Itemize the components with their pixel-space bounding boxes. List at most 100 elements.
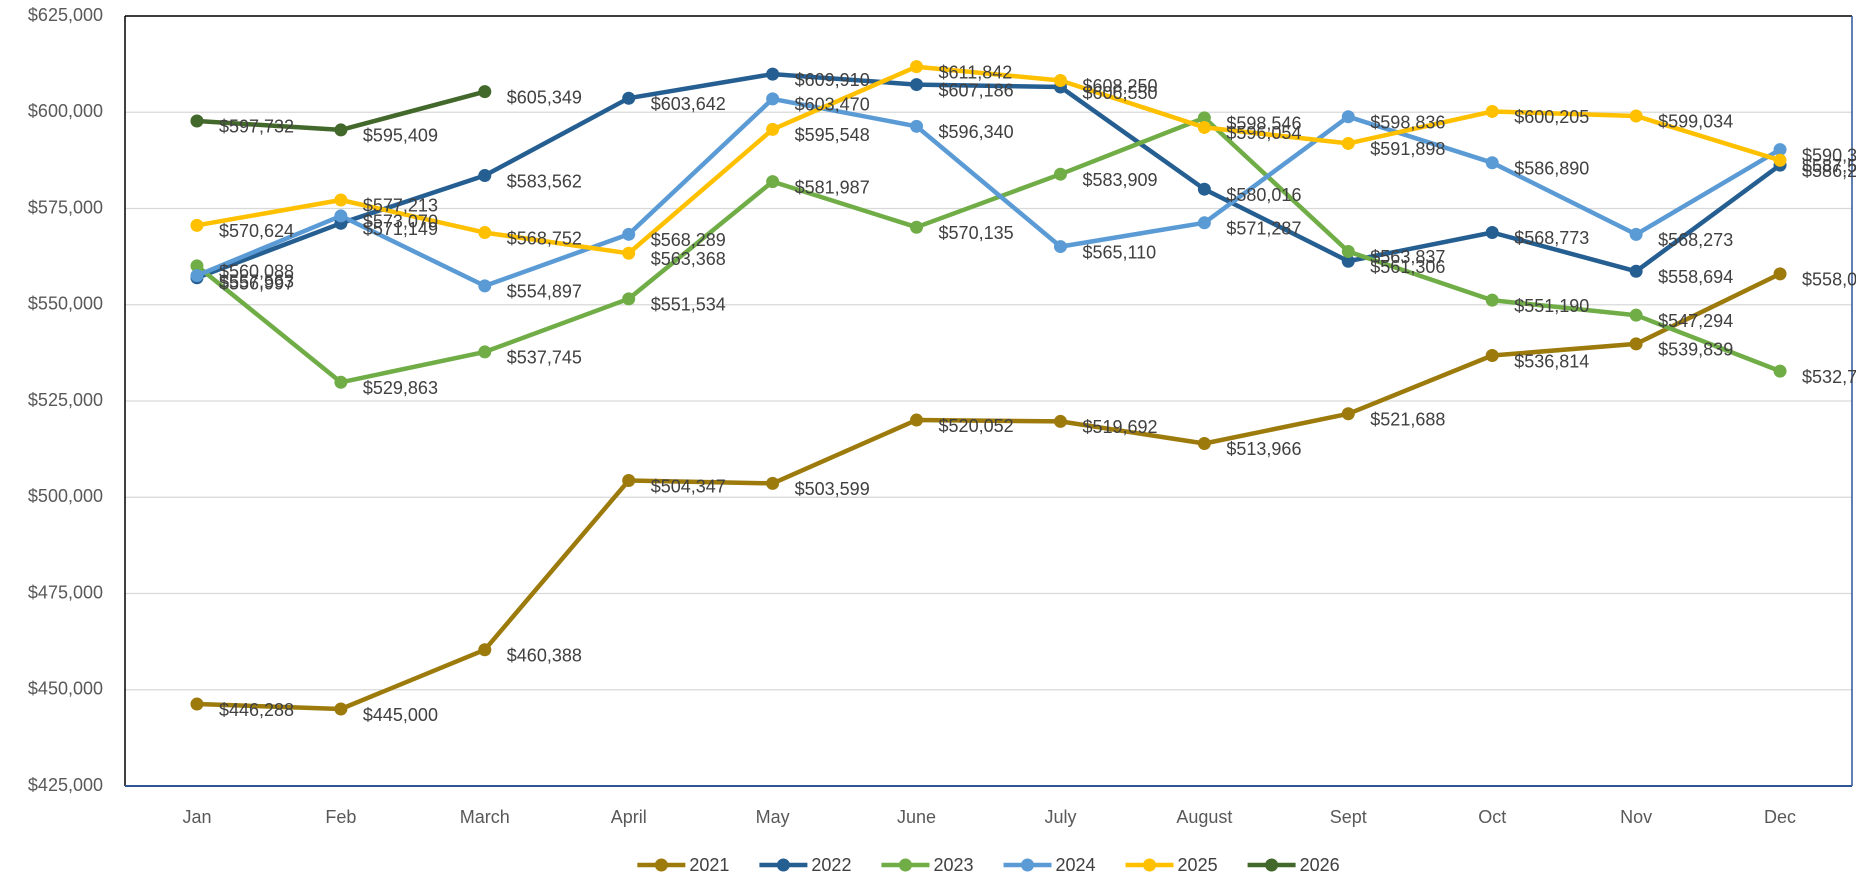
data-point bbox=[334, 193, 348, 207]
data-label: $568,289 bbox=[651, 230, 726, 250]
data-label: $536,814 bbox=[1514, 351, 1589, 371]
data-label: $558,694 bbox=[1658, 267, 1733, 287]
data-label: $599,034 bbox=[1658, 112, 1733, 132]
data-point bbox=[910, 78, 924, 92]
data-label: $611,842 bbox=[939, 62, 1013, 82]
y-tick-label: $550,000 bbox=[28, 294, 103, 314]
data-point bbox=[622, 91, 636, 105]
legend-label: 2026 bbox=[1300, 855, 1340, 875]
legend-marker bbox=[776, 858, 790, 872]
x-tick-label: May bbox=[756, 807, 790, 827]
data-label: $595,548 bbox=[795, 125, 870, 145]
data-label: $537,745 bbox=[507, 348, 582, 368]
data-point bbox=[478, 169, 492, 183]
data-point bbox=[1053, 240, 1067, 254]
data-label: $563,368 bbox=[651, 249, 726, 269]
y-tick-label: $425,000 bbox=[28, 775, 103, 795]
data-label: $558,016 bbox=[1802, 270, 1856, 290]
data-point bbox=[334, 702, 348, 716]
data-label: $532,760 bbox=[1802, 367, 1856, 387]
data-point bbox=[1629, 227, 1643, 241]
data-label: $571,149 bbox=[363, 219, 438, 239]
data-label: $583,909 bbox=[1082, 170, 1157, 190]
data-label: $600,205 bbox=[1514, 107, 1589, 127]
data-point bbox=[478, 643, 492, 657]
data-point bbox=[190, 269, 204, 283]
series-line bbox=[196, 96, 1782, 289]
legend-label: 2023 bbox=[933, 855, 973, 875]
legend-item: 2021 bbox=[637, 855, 729, 875]
data-point bbox=[478, 345, 492, 359]
data-label: $504,347 bbox=[651, 476, 726, 496]
legend-marker bbox=[1021, 858, 1034, 872]
data-label: $598,836 bbox=[1370, 112, 1445, 132]
data-label: $551,190 bbox=[1514, 296, 1589, 316]
data-point bbox=[1197, 182, 1211, 196]
data-label: $503,599 bbox=[795, 479, 870, 499]
data-point bbox=[190, 114, 204, 128]
legend-label: 2021 bbox=[689, 855, 729, 875]
data-point bbox=[766, 67, 780, 81]
data-label: $583,562 bbox=[507, 171, 582, 191]
data-label: $590,305 bbox=[1802, 145, 1856, 165]
data-label: $445,000 bbox=[363, 705, 438, 725]
legend-marker bbox=[1265, 858, 1279, 872]
data-label: $577,213 bbox=[363, 196, 438, 216]
data-point bbox=[622, 227, 636, 241]
data-point bbox=[910, 220, 924, 234]
legend-item: 2023 bbox=[881, 855, 974, 875]
y-tick-label: $500,000 bbox=[28, 486, 103, 506]
series-line bbox=[196, 64, 1781, 256]
x-tick-label: June bbox=[897, 807, 936, 827]
data-label: $551,534 bbox=[651, 295, 726, 315]
data-label: $568,752 bbox=[507, 228, 582, 248]
legend-label: 2024 bbox=[1056, 855, 1096, 875]
data-point bbox=[910, 119, 924, 133]
data-point bbox=[1773, 267, 1787, 281]
data-point bbox=[1773, 153, 1787, 167]
legend-marker bbox=[898, 858, 912, 872]
data-label: $605,349 bbox=[507, 87, 582, 107]
y-tick-label: $625,000 bbox=[28, 5, 103, 25]
data-point bbox=[478, 226, 492, 240]
data-point bbox=[910, 413, 924, 427]
data-label: $529,863 bbox=[363, 378, 438, 398]
data-point bbox=[478, 85, 492, 99]
legend-label: 2025 bbox=[1178, 855, 1218, 875]
legend-item: 2022 bbox=[759, 855, 851, 875]
x-tick-label: Jan bbox=[182, 807, 211, 827]
data-label: $607,186 bbox=[939, 80, 1014, 100]
y-tick-label: $450,000 bbox=[28, 679, 103, 699]
data-label: $563,837 bbox=[1370, 247, 1445, 267]
data-label: $603,470 bbox=[795, 95, 870, 115]
data-point bbox=[766, 92, 780, 106]
data-point bbox=[766, 476, 780, 490]
data-point bbox=[1485, 349, 1499, 363]
data-point bbox=[1485, 225, 1499, 239]
series-line bbox=[195, 115, 1781, 385]
data-point bbox=[334, 375, 348, 389]
data-label: $581,987 bbox=[795, 177, 870, 197]
data-point bbox=[1341, 244, 1355, 258]
data-label: $560,088 bbox=[219, 262, 294, 282]
x-tick-label: July bbox=[1044, 807, 1076, 827]
x-tick-label: Feb bbox=[325, 807, 356, 827]
series-line bbox=[196, 271, 1781, 712]
y-tick-label: $575,000 bbox=[28, 197, 103, 217]
y-tick-label: $600,000 bbox=[28, 101, 103, 121]
legend-marker bbox=[1143, 858, 1157, 872]
data-point bbox=[190, 259, 204, 273]
data-point bbox=[622, 292, 636, 306]
data-point bbox=[1053, 73, 1067, 87]
data-point bbox=[622, 246, 636, 260]
data-point bbox=[1485, 293, 1499, 307]
x-tick-label: Nov bbox=[1620, 807, 1652, 827]
data-point bbox=[190, 697, 204, 711]
data-point bbox=[1485, 104, 1499, 118]
data-label: $609,910 bbox=[795, 70, 870, 90]
x-tick-label: April bbox=[611, 807, 647, 827]
data-label: $586,269 bbox=[1802, 161, 1856, 181]
data-point bbox=[910, 60, 924, 74]
data-point bbox=[1197, 120, 1211, 134]
